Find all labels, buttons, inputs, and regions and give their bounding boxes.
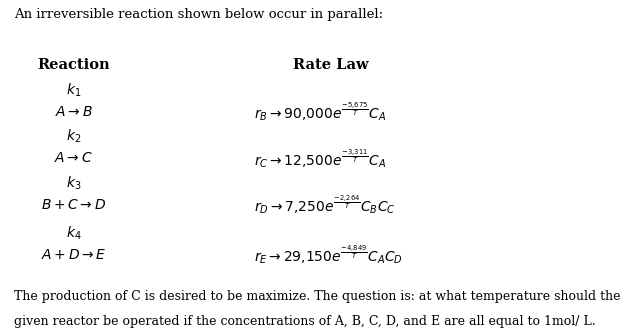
Text: $r_E \rightarrow 29{,}150e^{\frac{-4{,}849}{T}}C_AC_D$: $r_E \rightarrow 29{,}150e^{\frac{-4{,}8… [254, 243, 403, 266]
Text: $r_D \rightarrow 7{,}250e^{\frac{-2{,}264}{T}}C_BC_C$: $r_D \rightarrow 7{,}250e^{\frac{-2{,}26… [254, 193, 395, 216]
Text: $k_3$: $k_3$ [66, 174, 82, 192]
Text: $k_4$: $k_4$ [66, 224, 82, 242]
Text: $r_C \rightarrow 12{,}500e^{\frac{-3{,}311}{T}}C_A$: $r_C \rightarrow 12{,}500e^{\frac{-3{,}3… [254, 147, 386, 169]
Text: An irreversible reaction shown below occur in parallel:: An irreversible reaction shown below occ… [14, 8, 383, 21]
Text: $B + C \rightarrow D$: $B + C \rightarrow D$ [41, 198, 107, 212]
Text: Reaction: Reaction [37, 58, 110, 72]
Text: given reactor be operated if the concentrations of A, B, C, D, and E are all equ: given reactor be operated if the concent… [14, 315, 596, 328]
Text: $A \rightarrow B$: $A \rightarrow B$ [55, 105, 93, 119]
Text: $A \rightarrow C$: $A \rightarrow C$ [55, 151, 93, 165]
Text: Rate Law: Rate Law [293, 58, 369, 72]
Text: $A + D \rightarrow E$: $A + D \rightarrow E$ [41, 248, 107, 262]
Text: $k_2$: $k_2$ [66, 128, 82, 145]
Text: $r_B \rightarrow 90{,}000e^{\frac{-5{,}675}{T}}C_A$: $r_B \rightarrow 90{,}000e^{\frac{-5{,}6… [254, 100, 386, 123]
Text: The production of C is desired to be maximize. The question is: at what temperat: The production of C is desired to be max… [14, 290, 621, 303]
Text: $k_1$: $k_1$ [66, 81, 82, 99]
